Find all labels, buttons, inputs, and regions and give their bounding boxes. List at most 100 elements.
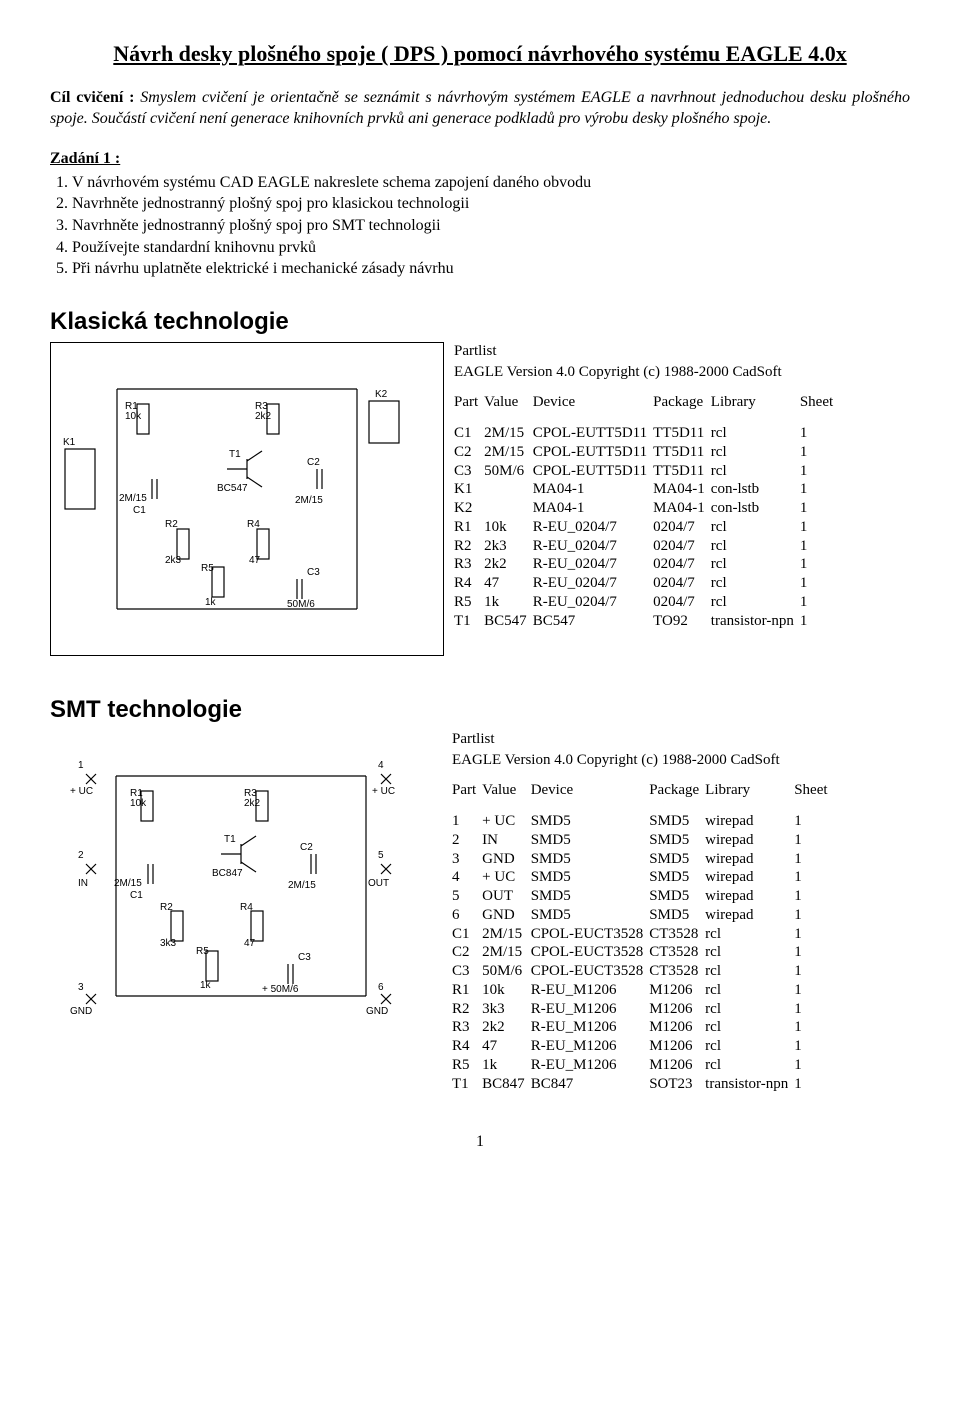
table-header-cell: Part [452, 781, 482, 802]
table-cell: SMD5 [649, 812, 705, 831]
svg-text:K2: K2 [375, 389, 388, 400]
partlist-label: Partlist [452, 730, 910, 749]
svg-text:47: 47 [249, 555, 261, 566]
table-cell: K1 [454, 480, 484, 499]
table-cell: rcl [705, 981, 794, 1000]
zadani-item: Navrhněte jednostranný plošný spoj pro k… [72, 193, 910, 215]
table-cell: 1 [794, 943, 833, 962]
table-cell: SMD5 [649, 887, 705, 906]
table-cell: MA04-1 [653, 499, 711, 518]
table-cell: SMD5 [531, 906, 650, 925]
svg-text:4: 4 [378, 760, 384, 771]
table-cell: rcl [711, 424, 800, 443]
svg-text:+ UC: + UC [372, 786, 395, 797]
table-row: R51kR-EU_0204/70204/7rcl1 [454, 593, 839, 612]
table-cell [484, 499, 533, 518]
svg-text:C3: C3 [307, 567, 320, 578]
table-cell: 1 [800, 424, 839, 443]
table-cell: rcl [711, 462, 800, 481]
table-cell: 1 [794, 1075, 833, 1094]
table-cell: R-EU_0204/7 [533, 574, 653, 593]
table-header-cell: Sheet [794, 781, 833, 802]
table-row: K1MA04-1MA04-1con-lstb1 [454, 480, 839, 499]
table-cell: R2 [452, 1000, 482, 1019]
table-cell: rcl [705, 1018, 794, 1037]
table-cell: 1 [794, 850, 833, 869]
svg-text:2M/15: 2M/15 [119, 493, 147, 504]
smt-table: PartValueDevicePackageLibrarySheet1+ UCS… [452, 781, 834, 1093]
svg-text:C2: C2 [307, 457, 320, 468]
table-row: C350M/6CPOL-EUTT5D11TT5D11rcl1 [454, 462, 839, 481]
table-cell: 1 [794, 906, 833, 925]
table-cell: M1206 [649, 981, 705, 1000]
table-row: T1BC547BC547TO92transistor-npn1 [454, 612, 839, 631]
table-cell: 1 [794, 981, 833, 1000]
partlist-label: Partlist [454, 342, 910, 361]
table-cell: R-EU_M1206 [531, 1056, 650, 1075]
table-cell: MA04-1 [653, 480, 711, 499]
table-cell: CT3528 [649, 925, 705, 944]
table-cell: rcl [705, 943, 794, 962]
table-cell: 2k3 [484, 537, 533, 556]
table-cell: 0204/7 [653, 537, 711, 556]
svg-text:K1: K1 [63, 437, 76, 448]
table-row: R22k3R-EU_0204/70204/7rcl1 [454, 537, 839, 556]
table-cell: SMD5 [649, 868, 705, 887]
table-cell: C2 [454, 443, 484, 462]
table-cell: 0204/7 [653, 574, 711, 593]
smt-partlist: Partlist EAGLE Version 4.0 Copyright (c)… [452, 730, 910, 1094]
partlist-version: EAGLE Version 4.0 Copyright (c) 1988-200… [454, 363, 910, 382]
schematic-svg: K1 K2 R110k R32k2 2M/15C1 T1BC547 C22M/1… [57, 349, 437, 649]
table-cell: 1 [794, 1000, 833, 1019]
table-cell: SMD5 [649, 850, 705, 869]
table-cell: rcl [711, 443, 800, 462]
table-cell: R3 [452, 1018, 482, 1037]
table-cell: 1 [794, 962, 833, 981]
table-cell: GND [482, 906, 531, 925]
svg-text:1: 1 [78, 760, 84, 771]
table-cell: 1 [794, 812, 833, 831]
table-cell: MA04-1 [533, 480, 653, 499]
table-row: 1+ UCSMD5SMD5wirepad1 [452, 812, 834, 831]
table-cell: 2M/15 [482, 943, 531, 962]
table-cell: rcl [711, 574, 800, 593]
table-cell: 1 [452, 812, 482, 831]
svg-text:R2: R2 [160, 902, 173, 913]
smt-schematic: 1+ UC 4+ UC 2IN 5OUT 3GND 6GND R110k R32… [50, 730, 442, 1042]
table-cell: R-EU_M1206 [531, 1000, 650, 1019]
table-cell: 1 [800, 443, 839, 462]
table-cell: 1 [800, 499, 839, 518]
svg-text:C1: C1 [133, 505, 146, 516]
table-header-cell: Value [482, 781, 531, 802]
table-cell: 2k2 [484, 555, 533, 574]
table-cell: MA04-1 [533, 499, 653, 518]
table-cell: M1206 [649, 1018, 705, 1037]
table-cell: OUT [482, 887, 531, 906]
svg-text:R4: R4 [240, 902, 253, 913]
table-cell: 10k [482, 981, 531, 1000]
table-cell: R-EU_M1206 [531, 981, 650, 1000]
intro-body: Smyslem cvičení je orientačně se seznámi… [50, 89, 910, 128]
klasicka-table: PartValueDevicePackageLibrarySheetC12M/1… [454, 393, 839, 630]
table-row: 6GNDSMD5SMD5wirepad1 [452, 906, 834, 925]
table-cell: R-EU_M1206 [531, 1037, 650, 1056]
table-cell: wirepad [705, 850, 794, 869]
table-cell: 3 [452, 850, 482, 869]
table-cell: 4 [452, 868, 482, 887]
zadani-item: Používejte standardní knihovnu prvků [72, 237, 910, 259]
svg-text:T1: T1 [224, 834, 236, 845]
table-cell: BC847 [531, 1075, 650, 1094]
svg-text:R5: R5 [201, 563, 214, 574]
svg-text:47: 47 [244, 938, 256, 949]
table-cell: K2 [454, 499, 484, 518]
klasicka-partlist: Partlist EAGLE Version 4.0 Copyright (c)… [454, 342, 910, 631]
table-cell: R5 [452, 1056, 482, 1075]
table-row: 2INSMD5SMD5wirepad1 [452, 831, 834, 850]
table-cell: SMD5 [649, 906, 705, 925]
table-cell: 1 [800, 555, 839, 574]
table-cell: rcl [711, 593, 800, 612]
table-cell: 2M/15 [482, 925, 531, 944]
table-cell: 2 [452, 831, 482, 850]
table-cell: SMD5 [649, 831, 705, 850]
table-cell: wirepad [705, 831, 794, 850]
